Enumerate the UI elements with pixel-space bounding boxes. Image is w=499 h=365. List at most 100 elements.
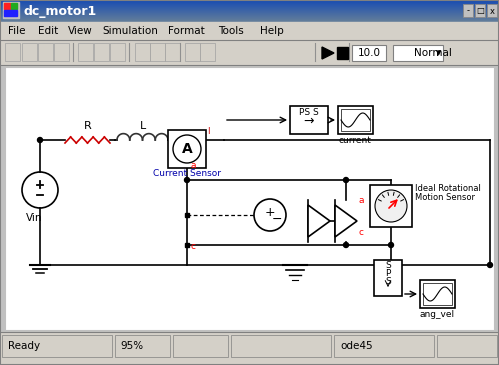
- Text: ode45: ode45: [340, 341, 373, 351]
- Bar: [168, 130, 206, 168]
- Bar: [135, 43, 150, 61]
- Text: Help: Help: [260, 26, 284, 36]
- Bar: [0, 21, 499, 22]
- Bar: [5, 43, 20, 61]
- Text: dc_motor1: dc_motor1: [24, 4, 97, 18]
- Circle shape: [254, 199, 286, 231]
- Bar: [475, 4, 485, 17]
- Text: Simulation: Simulation: [102, 26, 158, 36]
- Bar: [185, 243, 189, 247]
- Bar: [0, 11, 499, 12]
- Circle shape: [173, 135, 201, 163]
- Bar: [338, 106, 373, 134]
- Text: a: a: [191, 161, 197, 170]
- Circle shape: [22, 172, 58, 208]
- Bar: [0, 22, 499, 40]
- Bar: [437, 335, 497, 357]
- Bar: [2, 335, 112, 357]
- Text: c: c: [191, 242, 196, 251]
- Bar: [22, 43, 37, 61]
- Bar: [0, 0, 499, 1]
- Polygon shape: [322, 47, 334, 59]
- Bar: [0, 19, 499, 20]
- Text: −: −: [272, 212, 282, 226]
- Text: Edit: Edit: [38, 26, 58, 36]
- Bar: [0, 1, 499, 2]
- Bar: [0, 13, 499, 14]
- Bar: [0, 2, 499, 3]
- Text: Motion Sensor: Motion Sensor: [415, 193, 475, 202]
- Text: P: P: [385, 269, 391, 278]
- Bar: [94, 43, 109, 61]
- Text: File: File: [8, 26, 25, 36]
- Bar: [370, 185, 412, 227]
- Circle shape: [488, 262, 493, 268]
- Text: PS S: PS S: [299, 108, 319, 117]
- Bar: [0, 20, 499, 21]
- Bar: [115, 335, 170, 357]
- Text: Normal: Normal: [414, 48, 452, 58]
- Bar: [150, 43, 165, 61]
- Bar: [337, 47, 348, 59]
- Bar: [11, 3, 17, 9]
- Bar: [185, 43, 200, 61]
- Bar: [290, 106, 328, 134]
- Text: Current Sensor: Current Sensor: [153, 169, 221, 178]
- Circle shape: [37, 138, 42, 142]
- Bar: [0, 7, 499, 8]
- Bar: [231, 335, 331, 357]
- Circle shape: [389, 242, 394, 247]
- Bar: [341, 109, 370, 131]
- Bar: [5, 67, 494, 330]
- Text: I: I: [207, 127, 210, 136]
- Bar: [0, 4, 499, 5]
- Text: 10.0: 10.0: [357, 48, 381, 58]
- Text: S: S: [385, 261, 391, 270]
- Text: Vin: Vin: [26, 213, 42, 223]
- Bar: [0, 18, 499, 19]
- Text: 95%: 95%: [120, 341, 143, 351]
- Text: →: →: [304, 115, 314, 128]
- Text: L: L: [140, 121, 146, 131]
- Bar: [165, 43, 180, 61]
- Text: a: a: [359, 196, 364, 205]
- Bar: [0, 14, 499, 15]
- Text: □: □: [476, 7, 484, 15]
- Text: -: -: [467, 7, 470, 15]
- Bar: [0, 16, 499, 17]
- Bar: [0, 8, 499, 9]
- Bar: [0, 9, 499, 10]
- Text: c: c: [359, 228, 364, 237]
- Bar: [0, 40, 499, 65]
- Bar: [3, 2, 19, 18]
- Bar: [200, 43, 215, 61]
- Bar: [374, 260, 402, 296]
- Bar: [0, 6, 499, 7]
- Circle shape: [343, 242, 348, 247]
- Text: x: x: [490, 7, 495, 15]
- Text: R: R: [84, 121, 92, 131]
- Text: Tools: Tools: [218, 26, 244, 36]
- Polygon shape: [308, 205, 330, 237]
- Bar: [38, 43, 53, 61]
- Bar: [393, 45, 443, 61]
- Bar: [110, 43, 125, 61]
- Circle shape: [185, 177, 190, 182]
- Text: View: View: [68, 26, 93, 36]
- Circle shape: [343, 177, 348, 182]
- Bar: [420, 280, 455, 308]
- Bar: [0, 17, 499, 18]
- Bar: [78, 43, 93, 61]
- Bar: [0, 10, 499, 11]
- Bar: [0, 5, 499, 6]
- Text: +: +: [265, 205, 275, 219]
- Bar: [4, 3, 10, 9]
- Text: Ideal Rotational: Ideal Rotational: [415, 184, 481, 193]
- Polygon shape: [335, 205, 357, 237]
- Text: S: S: [385, 277, 391, 286]
- Bar: [0, 12, 499, 13]
- Bar: [487, 4, 497, 17]
- Circle shape: [375, 190, 407, 222]
- Bar: [54, 43, 69, 61]
- Text: current: current: [338, 136, 371, 145]
